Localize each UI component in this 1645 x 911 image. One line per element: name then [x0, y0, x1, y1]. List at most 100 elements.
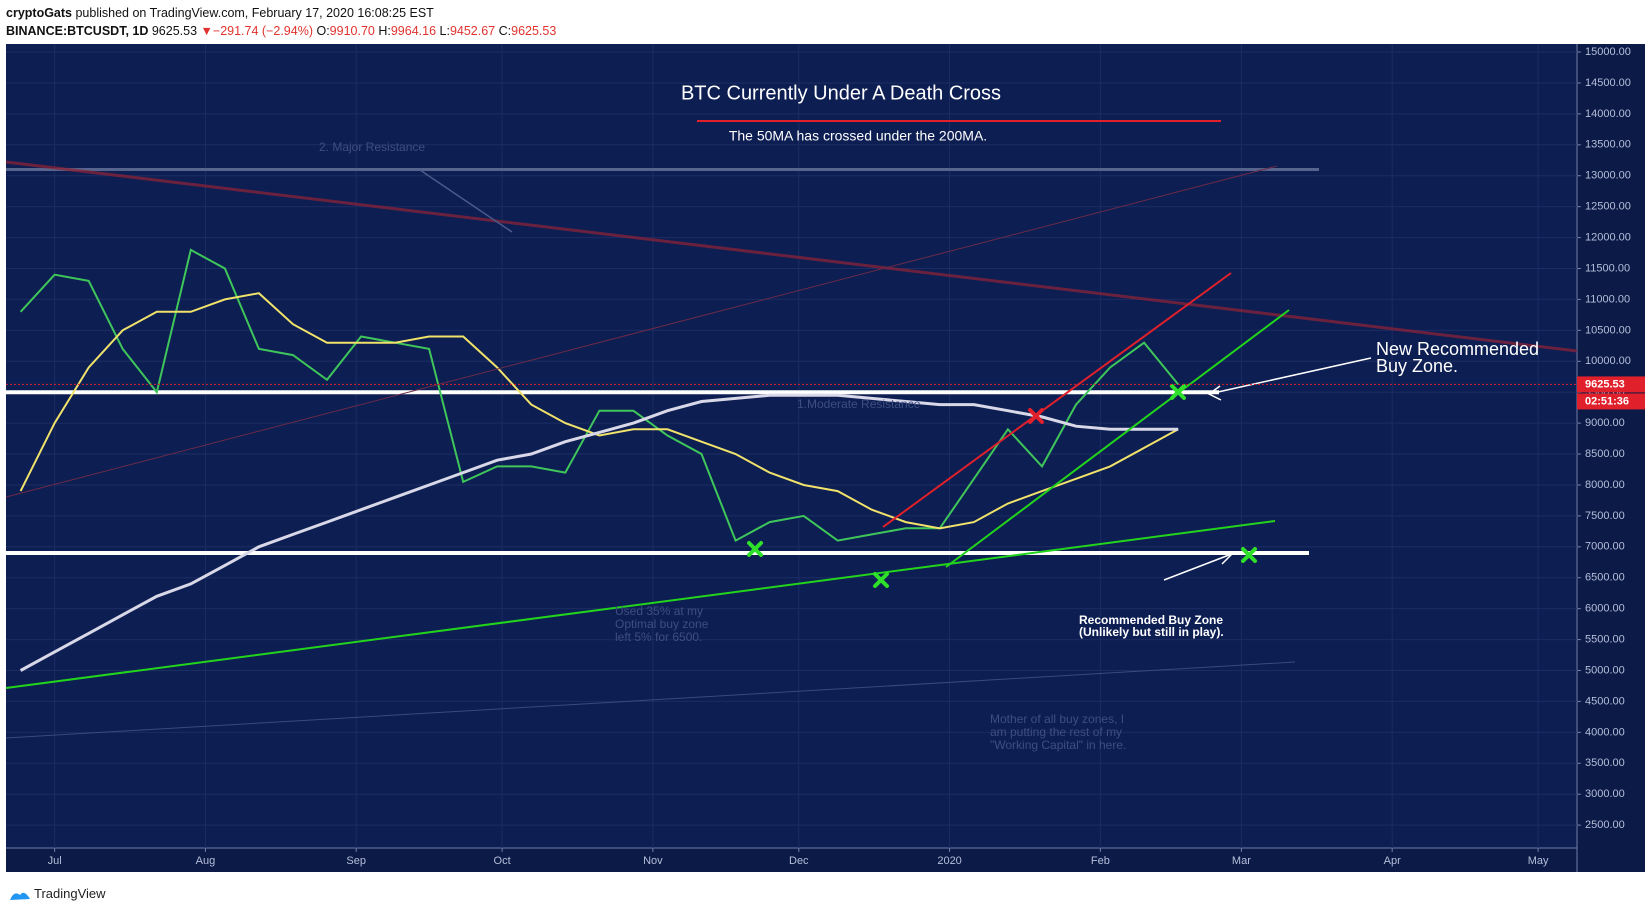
buy-marker	[873, 572, 889, 588]
y-tick-label: 2500.00	[1585, 819, 1625, 831]
y-tick-label: 8500.00	[1585, 448, 1625, 460]
annotation: am putting the rest of my	[990, 725, 1122, 739]
chart-subtitle: The 50MA has crossed under the 200MA.	[729, 128, 987, 144]
arrow	[419, 169, 513, 233]
annotation: "Working Capital" in here.	[990, 738, 1126, 752]
price-axis-bg	[1577, 44, 1645, 848]
annotation: Buy Zone.	[1376, 356, 1458, 376]
y-tick-label: 9000.00	[1585, 417, 1625, 429]
price-tag	[1577, 376, 1645, 393]
y-tick-label: 3500.00	[1585, 757, 1625, 769]
chart-title: BTC Currently Under A Death Cross	[681, 82, 1001, 104]
arrow	[1163, 554, 1230, 581]
o-label: O:	[316, 24, 330, 38]
annotation: Used 35% at my	[615, 604, 703, 618]
countdown-label: 02:51:36	[1585, 395, 1629, 407]
y-tick-label: 4000.00	[1585, 726, 1625, 738]
y-tick-label: 3000.00	[1585, 788, 1625, 800]
x-tick-label: Feb	[1091, 855, 1110, 867]
y-tick-label: 6000.00	[1585, 603, 1625, 615]
y-tick-label: 13000.00	[1585, 170, 1631, 182]
l: 9452.67	[449, 24, 496, 38]
arrow-head	[1207, 385, 1222, 401]
y-tick-label: 5500.00	[1585, 633, 1625, 645]
annotation: New Recommended	[1376, 339, 1539, 359]
annotation: 2. Major Resistance	[319, 140, 425, 154]
y-tick-label: 4500.00	[1585, 695, 1625, 707]
buy-marker	[747, 541, 763, 557]
annotation: left 5% for 6500.	[615, 630, 702, 644]
arrow: ▼	[200, 24, 213, 38]
logo	[10, 892, 30, 900]
annotation: Mother of all buy zones, I	[990, 712, 1124, 726]
x-tick-label: Aug	[196, 855, 216, 867]
drawings	[5, 120, 1578, 739]
time-axis-bg	[6, 848, 1645, 872]
x-tick-label: Mar	[1232, 855, 1251, 867]
x-tick-label: Sep	[346, 855, 366, 867]
h: 9964.16	[390, 24, 437, 38]
y-tick-label: 10500.00	[1585, 324, 1631, 336]
y-tick-label: 8000.00	[1585, 479, 1625, 491]
x-tick-label: Oct	[494, 855, 511, 867]
y-tick-label: 6500.00	[1585, 572, 1625, 584]
x-tick-label: Dec	[789, 855, 809, 867]
symbol: BINANCE:BTCUSDT, 1D	[6, 24, 149, 38]
logo-shape	[10, 892, 30, 900]
y-tick-label: 15000.00	[1585, 46, 1631, 58]
x-tick-label: May	[1528, 855, 1549, 867]
faint-line	[5, 661, 1296, 739]
series-line	[19, 393, 1179, 672]
x-tick-label: Nov	[643, 855, 663, 867]
y-tick-label: 12000.00	[1585, 231, 1631, 243]
change: −291.74 (−2.94%)	[212, 24, 313, 38]
chart: BTC Currently Under A Death Cross The 50…	[5, 44, 1645, 872]
x-tick-label: Jul	[48, 855, 62, 867]
header-line: BINANCE:BTCUSDT, 1D 9625.53 ▼−291.74 (−2…	[6, 22, 556, 40]
series-line	[19, 292, 1179, 530]
annotation: 1.Moderate Resistance	[797, 397, 921, 411]
y-tick-label: 11000.00	[1585, 293, 1630, 305]
series-line	[19, 248, 1179, 543]
y-tick-label: 13500.00	[1585, 139, 1631, 151]
h-label: H:	[378, 24, 391, 38]
price-tag-label: 9625.53	[1585, 378, 1625, 390]
c-label: C:	[498, 24, 512, 38]
y-tick-label: 14000.00	[1585, 108, 1631, 120]
channel-bottom	[945, 309, 1290, 568]
arrow	[1208, 357, 1372, 395]
buy-marker	[1170, 384, 1186, 400]
markers	[747, 384, 1257, 588]
support-line	[5, 520, 1276, 689]
x-tick-label: 2020	[937, 855, 961, 867]
brand: TradingView	[34, 886, 106, 901]
channel-top	[882, 272, 1232, 528]
footer: TradingView	[34, 886, 106, 901]
plot-bg	[6, 44, 1577, 848]
author: cryptoGats	[6, 6, 72, 20]
published: published on TradingView.com, February 1…	[75, 6, 434, 20]
y-tick-label: 7000.00	[1585, 541, 1625, 553]
annotation: Recommended Buy Zone	[1079, 613, 1223, 627]
header-line: cryptoGats published on TradingView.com,…	[6, 4, 556, 22]
countdown-tag	[1577, 393, 1645, 410]
buy-marker	[1241, 547, 1257, 563]
header: cryptoGats published on TradingView.com,…	[6, 4, 556, 40]
l-label: L:	[439, 24, 450, 38]
annotation: (Unlikely but still in play).	[1079, 625, 1224, 639]
y-tick-label: 11500.00	[1585, 262, 1630, 274]
y-tick-label: 14500.00	[1585, 77, 1631, 89]
annotation: Optimal buy zone	[615, 617, 709, 631]
arrow-head	[1215, 551, 1233, 565]
last: 9625.53	[151, 24, 198, 38]
c: 9625.53	[511, 24, 557, 38]
y-tick-label: 12500.00	[1585, 201, 1631, 213]
o: 9910.70	[329, 24, 375, 38]
y-tick-label: 7500.00	[1585, 510, 1625, 522]
y-tick-label: 5000.00	[1585, 664, 1625, 676]
faint-line	[5, 165, 1278, 498]
cross-marker	[1028, 408, 1044, 424]
y-tick-label: 10000.00	[1585, 355, 1631, 367]
resistance-line	[5, 160, 1578, 353]
